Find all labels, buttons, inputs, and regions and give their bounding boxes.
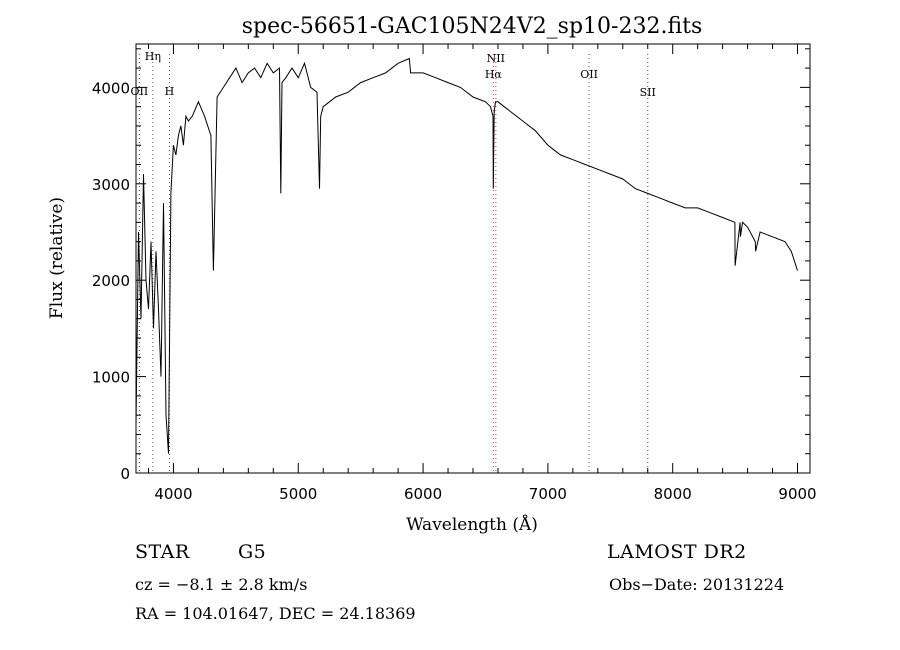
x-tick-label: 9000	[778, 485, 816, 503]
obs-date: Obs−Date: 20131224	[609, 575, 785, 594]
redshift: cz = −8.1 ± 2.8 km/s	[135, 575, 308, 594]
coordinates: RA = 104.01647, DEC = 24.18369	[135, 604, 416, 623]
x-axis-ticks: 4000 5000 6000 7000 8000 9000	[147, 44, 817, 503]
x-tick-label: 4000	[154, 485, 192, 503]
survey-name: LAMOST DR2	[607, 541, 747, 563]
plot-frame	[135, 43, 811, 474]
x-axis-label: Wavelength (Å)	[406, 514, 538, 535]
line-markers: Hη OII H NII Hα OII SII	[131, 50, 656, 473]
x-tick-label: 7000	[529, 485, 567, 503]
chart-title: spec-56651-GAC105N24V2_sp10-232.fits	[242, 14, 703, 39]
line-marker-label: Hη	[145, 50, 161, 63]
y-tick-label: 3000	[92, 176, 130, 194]
line-marker-label: NII	[487, 52, 505, 65]
line-marker-label: H	[165, 85, 175, 98]
x-tick-label: 8000	[654, 485, 692, 503]
x-tick-label: 5000	[279, 485, 317, 503]
y-tick-label: 0	[120, 465, 130, 483]
y-axis-label: Flux (relative)	[47, 197, 67, 319]
line-marker-label: SII	[640, 86, 656, 99]
subclass: G5	[238, 541, 267, 563]
y-tick-label: 2000	[92, 272, 130, 290]
y-tick-label: 4000	[92, 79, 130, 97]
spectrum-line	[135, 57, 798, 454]
line-marker-label: Hα	[485, 68, 503, 81]
object-class: STAR	[135, 541, 190, 563]
line-marker-label: OII	[131, 85, 149, 98]
y-axis-ticks: 0 1000 2000 3000 4000	[92, 48, 810, 483]
x-tick-label: 6000	[404, 485, 442, 503]
y-tick-label: 1000	[92, 369, 130, 387]
line-marker-label: OII	[580, 68, 598, 81]
